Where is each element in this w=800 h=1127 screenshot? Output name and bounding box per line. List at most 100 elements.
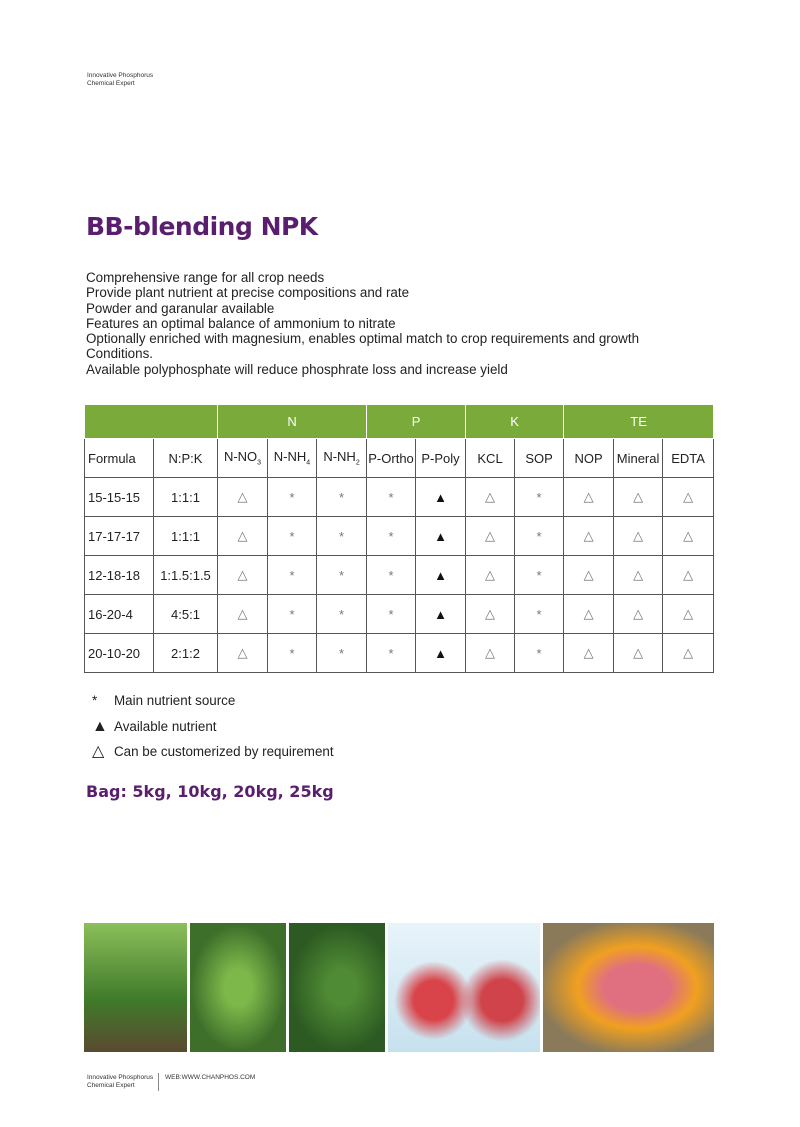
tagline-line: Innovative Phosphorus [87, 72, 154, 79]
outline-triangle-icon: △ [662, 594, 715, 634]
filled-triangle-icon: ▲ [92, 717, 108, 735]
outline-triangle-icon: △ [613, 516, 664, 556]
tagline-line: Innovative Phosphorus [87, 1074, 154, 1081]
column-header-label: NOP [574, 450, 603, 466]
outline-triangle-icon: △ [465, 633, 516, 673]
asterisk-icon: * [315, 633, 368, 673]
asterisk-icon: * [514, 633, 565, 673]
tagline-line: Chemical Expert [87, 1082, 135, 1089]
table-row: 20-10-20 2:1:2 △ * * * ▲ △ * △ △ △ [84, 633, 715, 673]
photo-peach-crates [543, 923, 714, 1052]
feature-item: Powder and garanular available [86, 300, 275, 316]
asterisk-icon: * [366, 555, 417, 595]
feature-item: Features an optimal balance of ammonium … [86, 315, 396, 331]
formula-cell: 12-18-18 [84, 555, 154, 595]
column-header: P-Ortho [366, 438, 417, 478]
outline-triangle-icon: △ [217, 594, 268, 634]
column-header-label: SOP [525, 450, 553, 466]
header-tagline: Innovative Phosphorus Chemical Expert [87, 72, 153, 88]
asterisk-icon: * [315, 516, 368, 556]
feature-item: Provide plant nutrient at precise compos… [86, 285, 410, 301]
asterisk-icon: * [267, 633, 317, 673]
asterisk-icon: * [366, 477, 417, 517]
outline-triangle-icon: △ [613, 477, 664, 517]
outline-triangle-icon: △ [613, 555, 664, 595]
asterisk-icon: * [267, 594, 317, 634]
asterisk-icon: * [366, 633, 417, 673]
column-header: N-NH2 [315, 438, 368, 478]
asterisk-icon: * [315, 594, 368, 634]
group-p: P [366, 405, 467, 439]
outline-triangle-icon: △ [662, 516, 715, 556]
outline-triangle-icon: △ [217, 516, 268, 556]
photo-leaf-hand-2 [289, 923, 385, 1052]
outline-triangle-icon: △ [217, 555, 268, 595]
npk-table: N P K TE Formula N:P:K N-NO3 N-NH4 N-NH2 P-Or… [84, 405, 715, 673]
column-header: N:P:K [153, 438, 218, 478]
column-header-label: KCL [477, 450, 503, 466]
asterisk-icon: * [514, 555, 565, 595]
filled-triangle-icon: ▲ [415, 516, 467, 556]
table-row: 16-20-4 4:5:1 △ * * * ▲ △ * △ △ △ [84, 594, 715, 634]
subscript: 4 [306, 459, 311, 467]
photo-leaf-hand [190, 923, 286, 1052]
table-row: 17-17-17 1:1:1 △ * * * ▲ △ * △ △ △ [84, 516, 715, 556]
column-header: Formula [84, 438, 154, 478]
outline-triangle-icon: △ [92, 743, 105, 760]
outline-triangle-icon: △ [465, 516, 516, 556]
legend-item: △ Can be customerized by requirement [92, 739, 334, 765]
outline-triangle-icon: △ [217, 633, 268, 673]
asterisk-icon: * [514, 594, 565, 634]
group-blank [84, 405, 218, 439]
formula-cell: 15-15-15 [84, 477, 154, 517]
formula-cell: 20-10-20 [84, 633, 154, 673]
group-k: K [465, 405, 565, 439]
column-header: N-NO3 [217, 438, 268, 478]
asterisk-icon: * [315, 477, 368, 517]
column-header: KCL [465, 438, 516, 478]
subscript: 2 [355, 459, 360, 467]
column-header-label: N-NH [273, 449, 307, 465]
column-header-label: N-NO [223, 449, 258, 465]
legend-item: ▲ Available nutrient [92, 714, 334, 740]
feature-item: Optionally enriched with magnesium, enab… [86, 331, 640, 347]
asterisk-icon: * [267, 516, 317, 556]
outline-triangle-icon: △ [613, 594, 664, 634]
tagline-line: Chemical Expert [87, 80, 135, 87]
photo-farmers [84, 923, 187, 1052]
legend-text: Available nutrient [114, 718, 217, 734]
column-header: SOP [514, 438, 565, 478]
column-header-label: Formula [88, 450, 136, 466]
feature-item: Comprehensive range for all crop needs [86, 270, 325, 285]
column-header-label: Mineral [616, 450, 660, 466]
legend: * Main nutrient source ▲ Available nutrien… [92, 688, 334, 765]
legend-item: * Main nutrient source [92, 688, 334, 714]
outline-triangle-icon: △ [613, 633, 664, 673]
group-n: N [216, 405, 368, 439]
group-te: TE [563, 405, 715, 439]
subscript: 3 [257, 459, 262, 467]
formula-cell: 16-20-4 [84, 594, 154, 634]
ratio-cell: 1:1:1 [153, 477, 218, 517]
filled-triangle-icon: ▲ [415, 555, 467, 595]
footer-tagline: Innovative Phosphorus Chemical Expert [87, 1074, 153, 1090]
asterisk-icon: * [514, 477, 565, 517]
legend-text: Main nutrient source [114, 693, 236, 708]
legend-text: Can be customerized by requirement [114, 744, 334, 759]
asterisk-icon: * [92, 693, 98, 708]
website-link[interactable]: WEB:WWW.CHANPHOS.COM [165, 1074, 256, 1081]
outline-triangle-icon: △ [563, 516, 615, 556]
asterisk-icon: * [315, 555, 368, 595]
outline-triangle-icon: △ [662, 633, 715, 673]
photo-peaches-product [388, 923, 540, 1052]
asterisk-icon: * [514, 516, 565, 556]
filled-triangle-icon: ▲ [415, 633, 467, 673]
column-header-label: EDTA [671, 450, 705, 466]
outline-triangle-icon: △ [465, 594, 516, 634]
column-header: Mineral [613, 438, 664, 478]
outline-triangle-icon: △ [662, 477, 715, 517]
column-header: N-NH4 [267, 438, 317, 478]
asterisk-icon: * [366, 516, 417, 556]
ratio-cell: 1:1.5:1.5 [153, 555, 218, 595]
column-header: P-Poly [415, 438, 467, 478]
